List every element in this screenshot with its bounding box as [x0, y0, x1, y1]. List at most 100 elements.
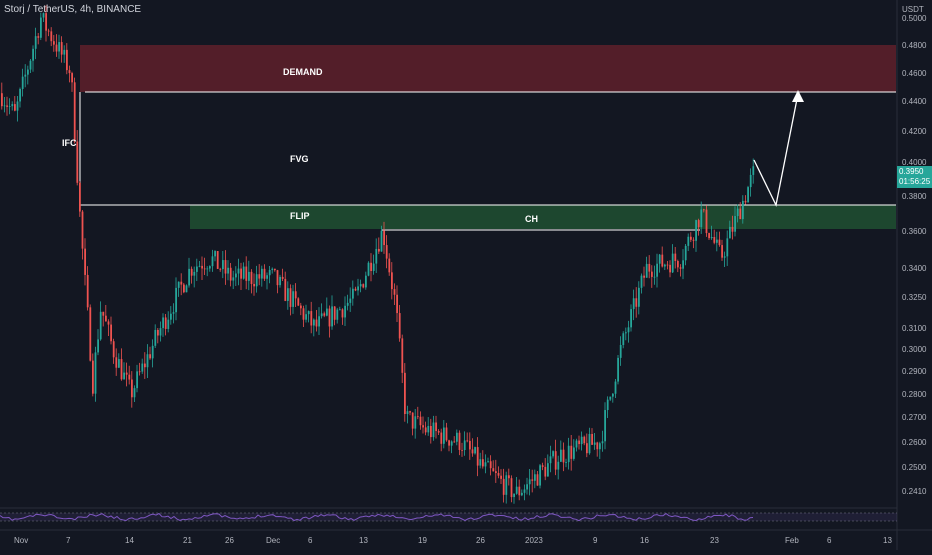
time-tick-label: 13 [883, 536, 892, 545]
candle-body [427, 426, 430, 433]
candle-body [318, 316, 320, 327]
candle-body [593, 442, 596, 445]
candle-body [333, 306, 336, 320]
candle-body [619, 344, 622, 358]
candle-body [305, 314, 307, 320]
candle-body [453, 441, 456, 443]
candle-body [141, 363, 144, 372]
candle-body [138, 371, 141, 373]
candle-body [510, 478, 513, 498]
candle-body [339, 309, 341, 311]
candle-body [11, 104, 14, 107]
candle-body [53, 41, 55, 45]
price-tick-label: 0.2900 [902, 367, 927, 376]
candle-body [14, 104, 16, 111]
candle-body [575, 440, 578, 448]
candle-body [744, 200, 747, 203]
time-tick-label: Nov [14, 536, 28, 545]
candle-body [287, 288, 289, 301]
candle-body [734, 216, 736, 232]
candle-body [229, 267, 232, 281]
candle-body [235, 273, 237, 278]
candle-body [414, 416, 417, 429]
time-tick-label: 13 [359, 536, 368, 545]
candle-body [248, 271, 250, 281]
candle-body [162, 317, 164, 329]
candle-body [565, 462, 567, 463]
candle-body [739, 208, 742, 220]
candle-body [708, 233, 710, 239]
candle-body [484, 462, 487, 467]
candle-body [79, 182, 81, 212]
candle-body [703, 209, 705, 211]
candle-body [16, 101, 19, 111]
candle-body [588, 433, 591, 454]
candle-body [370, 262, 372, 271]
time-tick-label: 26 [476, 536, 485, 545]
candle-body [479, 459, 482, 466]
candle-body [544, 466, 547, 477]
candle-body [419, 416, 422, 426]
candle-body [658, 254, 661, 264]
candle-body [562, 449, 565, 463]
price-tick-label: 0.2600 [902, 438, 927, 447]
candle-body [729, 226, 731, 239]
time-axis[interactable]: Nov 7 14 21 26 Dec 6 13 19 26 2023 9 16 23 Feb 6 13 [14, 536, 892, 545]
candle-body [354, 288, 357, 291]
time-tick-label: 19 [418, 536, 427, 545]
candle-body [149, 354, 151, 359]
candle-body [552, 451, 554, 457]
candle-body [60, 42, 63, 55]
candle-body [146, 354, 149, 368]
candle-body [638, 287, 640, 307]
candle-body [81, 211, 84, 249]
flip-zone [190, 205, 896, 229]
candle-body [489, 461, 492, 469]
price-tick-label: 0.2800 [902, 390, 927, 399]
candle-body [580, 436, 583, 445]
candle-body [495, 471, 497, 473]
candle-body [557, 461, 560, 470]
candle-body [466, 440, 469, 442]
time-tick-label: Feb [785, 536, 799, 545]
candle-body [222, 260, 224, 270]
price-tick-label: 0.2700 [902, 413, 927, 422]
candle-body [47, 30, 50, 32]
candle-body [671, 253, 674, 273]
countdown-timer: 01:56:25 [899, 177, 931, 186]
demand-label: DEMAND [283, 67, 323, 77]
candle-body [341, 309, 344, 318]
candle-body [302, 308, 305, 320]
candle-body [409, 411, 411, 413]
currency-label: USDT [902, 5, 924, 14]
candle-body [133, 388, 136, 398]
candle-body [84, 248, 86, 275]
candle-body [42, 13, 45, 18]
candle-body [726, 238, 729, 257]
candle-body [177, 281, 180, 288]
candle-body [417, 416, 419, 418]
candle-body [674, 253, 677, 262]
candle-body [536, 474, 539, 486]
candle-body [718, 239, 721, 246]
flip-label: FLIP [290, 211, 310, 221]
candle-body [94, 352, 97, 394]
price-axis[interactable]: 0.5000 0.4800 0.4600 0.4400 0.4200 0.4000 0.38… [902, 14, 927, 496]
candle-body [29, 60, 32, 70]
last-price-badge[interactable]: 0.3950 01:56:25 [897, 166, 932, 188]
candle-body [622, 333, 625, 345]
candle-body [292, 291, 294, 307]
candle-body [518, 486, 521, 496]
candle-body [92, 360, 94, 394]
candle-body [656, 263, 658, 277]
candle-body [469, 440, 471, 450]
candle-body [359, 284, 362, 287]
candle-body [357, 286, 359, 291]
candle-body [1, 93, 3, 107]
candle-body [549, 456, 552, 464]
candle-body [601, 441, 604, 444]
candle-body [375, 248, 378, 264]
candle-body [227, 267, 229, 274]
